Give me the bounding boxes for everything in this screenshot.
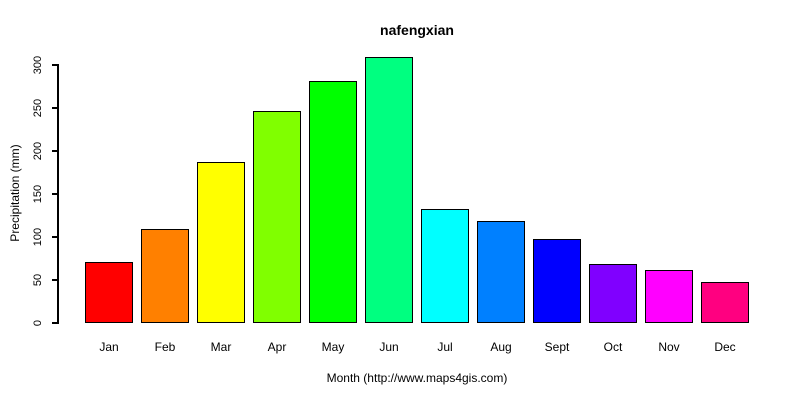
y-tick-50: [52, 279, 57, 281]
x-tick-label-may: May: [321, 340, 345, 354]
x-tick-label-aug: Aug: [490, 340, 512, 354]
x-axis-label: Month (http://www.maps4gis.com): [326, 371, 508, 385]
x-tick-label-jun: Jun: [379, 340, 399, 354]
y-tick-label-200: 200: [32, 141, 44, 161]
y-tick-label-300: 300: [32, 55, 44, 75]
chart-title: nafengxian: [380, 22, 454, 38]
y-tick-0: [52, 322, 57, 324]
y-axis-label: Precipitation (mm): [8, 144, 22, 242]
bar-jul: [421, 209, 469, 324]
y-tick-label-100: 100: [32, 227, 44, 247]
x-tick-label-oct: Oct: [603, 340, 623, 354]
bar-jun: [365, 57, 413, 324]
x-tick-label-jul: Jul: [437, 340, 453, 354]
x-tick-label-jan: Jan: [99, 340, 119, 354]
y-tick-label-50: 50: [32, 273, 44, 287]
bar-oct: [589, 264, 637, 324]
y-tick-label-150: 150: [32, 184, 44, 204]
bar-feb: [141, 229, 189, 324]
bar-nov: [645, 270, 693, 324]
x-tick-label-mar: Mar: [210, 340, 232, 354]
x-tick-label-feb: Feb: [154, 340, 176, 354]
y-tick-200: [52, 150, 57, 152]
bar-may: [309, 81, 357, 324]
y-tick-250: [52, 107, 57, 109]
x-tick-label-sept: Sept: [544, 340, 570, 354]
y-tick-150: [52, 193, 57, 195]
y-tick-100: [52, 236, 57, 238]
x-tick-label-nov: Nov: [658, 340, 680, 354]
y-axis-line: [57, 64, 59, 324]
y-tick-label-0: 0: [32, 319, 44, 327]
bar-apr: [253, 111, 301, 324]
y-tick-label-250: 250: [32, 98, 44, 118]
x-tick-label-apr: Apr: [267, 340, 287, 354]
bar-mar: [197, 162, 245, 324]
x-tick-label-dec: Dec: [714, 340, 736, 354]
y-tick-300: [52, 64, 57, 66]
bar-aug: [477, 220, 525, 324]
bar-jan: [85, 261, 133, 324]
bar-dec: [701, 282, 749, 324]
bar-sept: [533, 239, 581, 324]
